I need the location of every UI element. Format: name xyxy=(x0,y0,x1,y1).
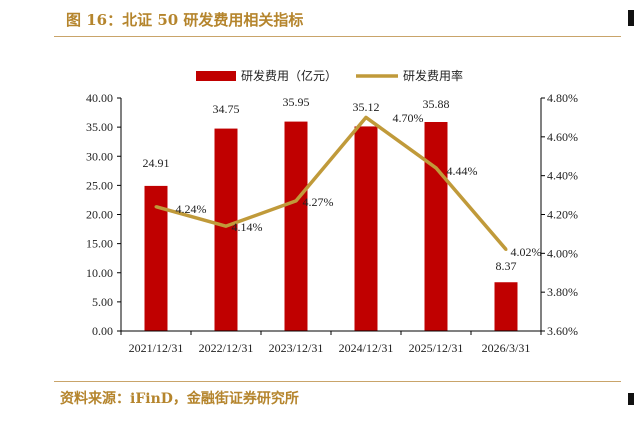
bar-value-label-4: 35.88 xyxy=(423,97,450,111)
right-tick-label-6: 4.80% xyxy=(547,91,578,105)
bar-value-label-2: 35.95 xyxy=(283,95,310,109)
rate-point-5 xyxy=(504,247,508,251)
bar-5 xyxy=(494,282,518,331)
right-tick-label-5: 4.60% xyxy=(547,130,578,144)
left-tick-label-4: 20.00 xyxy=(86,208,113,222)
left-tick-label-3: 15.00 xyxy=(86,237,113,251)
right-tick-label-0: 3.60% xyxy=(547,324,578,338)
rate-value-label-4: 4.44% xyxy=(447,164,478,178)
right-tick-label-1: 3.80% xyxy=(547,285,578,299)
left-tick-label-0: 0.00 xyxy=(92,324,113,338)
bar-4 xyxy=(424,121,448,332)
rate-line xyxy=(155,115,508,251)
legend: 研发费用（亿元） 研发费用率 xyxy=(196,68,463,83)
data-labels-group: 24.91 34.75 35.95 35.12 35.88 8.37 4.24% 4.14% 4… xyxy=(143,95,542,273)
bar-1 xyxy=(214,128,238,331)
legend-swatch-bar xyxy=(196,71,236,81)
bar-value-label-5: 8.37 xyxy=(496,259,517,273)
category-label-2: 2023/12/31 xyxy=(269,341,324,355)
line-group xyxy=(154,115,508,251)
left-tick-label-1: 5.00 xyxy=(92,295,113,309)
bar-value-label-1: 34.75 xyxy=(213,102,240,116)
bottom-rule xyxy=(54,381,621,382)
right-tick-label-4: 4.40% xyxy=(547,169,578,183)
left-tick-label-8: 40.00 xyxy=(86,91,113,105)
category-label-4: 2025/12/31 xyxy=(409,341,464,355)
category-label-3: 2024/12/31 xyxy=(339,341,394,355)
axes-group: 0.00 5.00 10.00 15.00 20.00 25.00 30.00 35.00 40… xyxy=(86,91,578,355)
rate-point-3 xyxy=(364,115,368,119)
bar-0 xyxy=(144,185,168,331)
bar-2 xyxy=(284,121,308,331)
right-tick-label-2: 4.00% xyxy=(547,246,578,260)
edge-mark-top xyxy=(628,10,634,26)
top-rule xyxy=(54,36,621,37)
category-label-0: 2021/12/31 xyxy=(129,341,184,355)
rate-value-label-1: 4.14% xyxy=(232,220,263,234)
category-label-1: 2022/12/31 xyxy=(199,341,254,355)
rate-point-0 xyxy=(154,205,158,209)
bars-group xyxy=(144,121,518,332)
rate-value-label-2: 4.27% xyxy=(303,195,334,209)
bar-value-label-3: 35.12 xyxy=(353,100,380,114)
figure-title: 图 16：北证 50 研发费用相关指标 xyxy=(66,11,304,29)
left-tick-label-2: 10.00 xyxy=(86,266,113,280)
bar-3 xyxy=(354,126,378,332)
left-tick-label-6: 30.00 xyxy=(86,149,113,163)
legend-label-line: 研发费用率 xyxy=(403,68,463,83)
rate-value-label-5: 4.02% xyxy=(511,245,542,259)
bar-value-label-0: 24.91 xyxy=(143,156,170,170)
left-tick-label-7: 35.00 xyxy=(86,120,113,134)
right-tick-label-3: 4.20% xyxy=(547,208,578,222)
left-tick-label-5: 25.00 xyxy=(86,178,113,192)
rate-value-label-3: 4.70% xyxy=(393,111,424,125)
rate-point-4 xyxy=(434,166,438,170)
source-note: 资料来源：iFinD，金融街证券研究所 xyxy=(60,391,299,407)
edge-mark-bottom xyxy=(628,393,634,405)
category-label-5: 2026/3/31 xyxy=(482,341,531,355)
rate-point-2 xyxy=(294,199,298,203)
legend-label-bar: 研发费用（亿元） xyxy=(241,68,337,83)
rate-point-1 xyxy=(224,224,228,228)
rate-value-label-0: 4.24% xyxy=(176,202,207,216)
